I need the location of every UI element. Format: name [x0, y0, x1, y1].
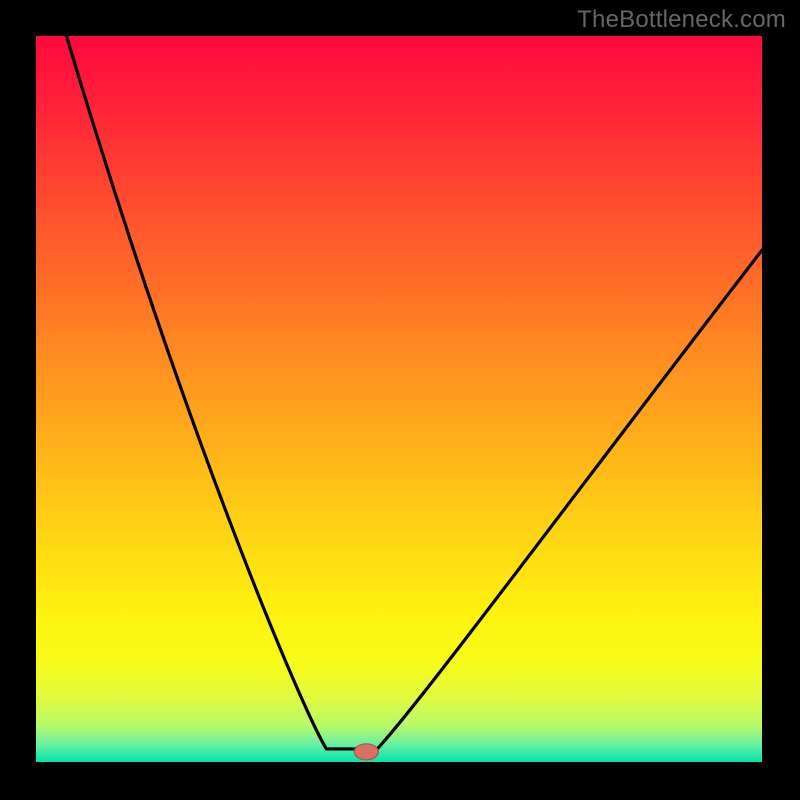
optimal-point-marker: [354, 744, 378, 760]
attribution-text: TheBottleneck.com: [577, 6, 786, 34]
gradient-background: [36, 36, 762, 762]
bottleneck-chart: [0, 0, 800, 800]
